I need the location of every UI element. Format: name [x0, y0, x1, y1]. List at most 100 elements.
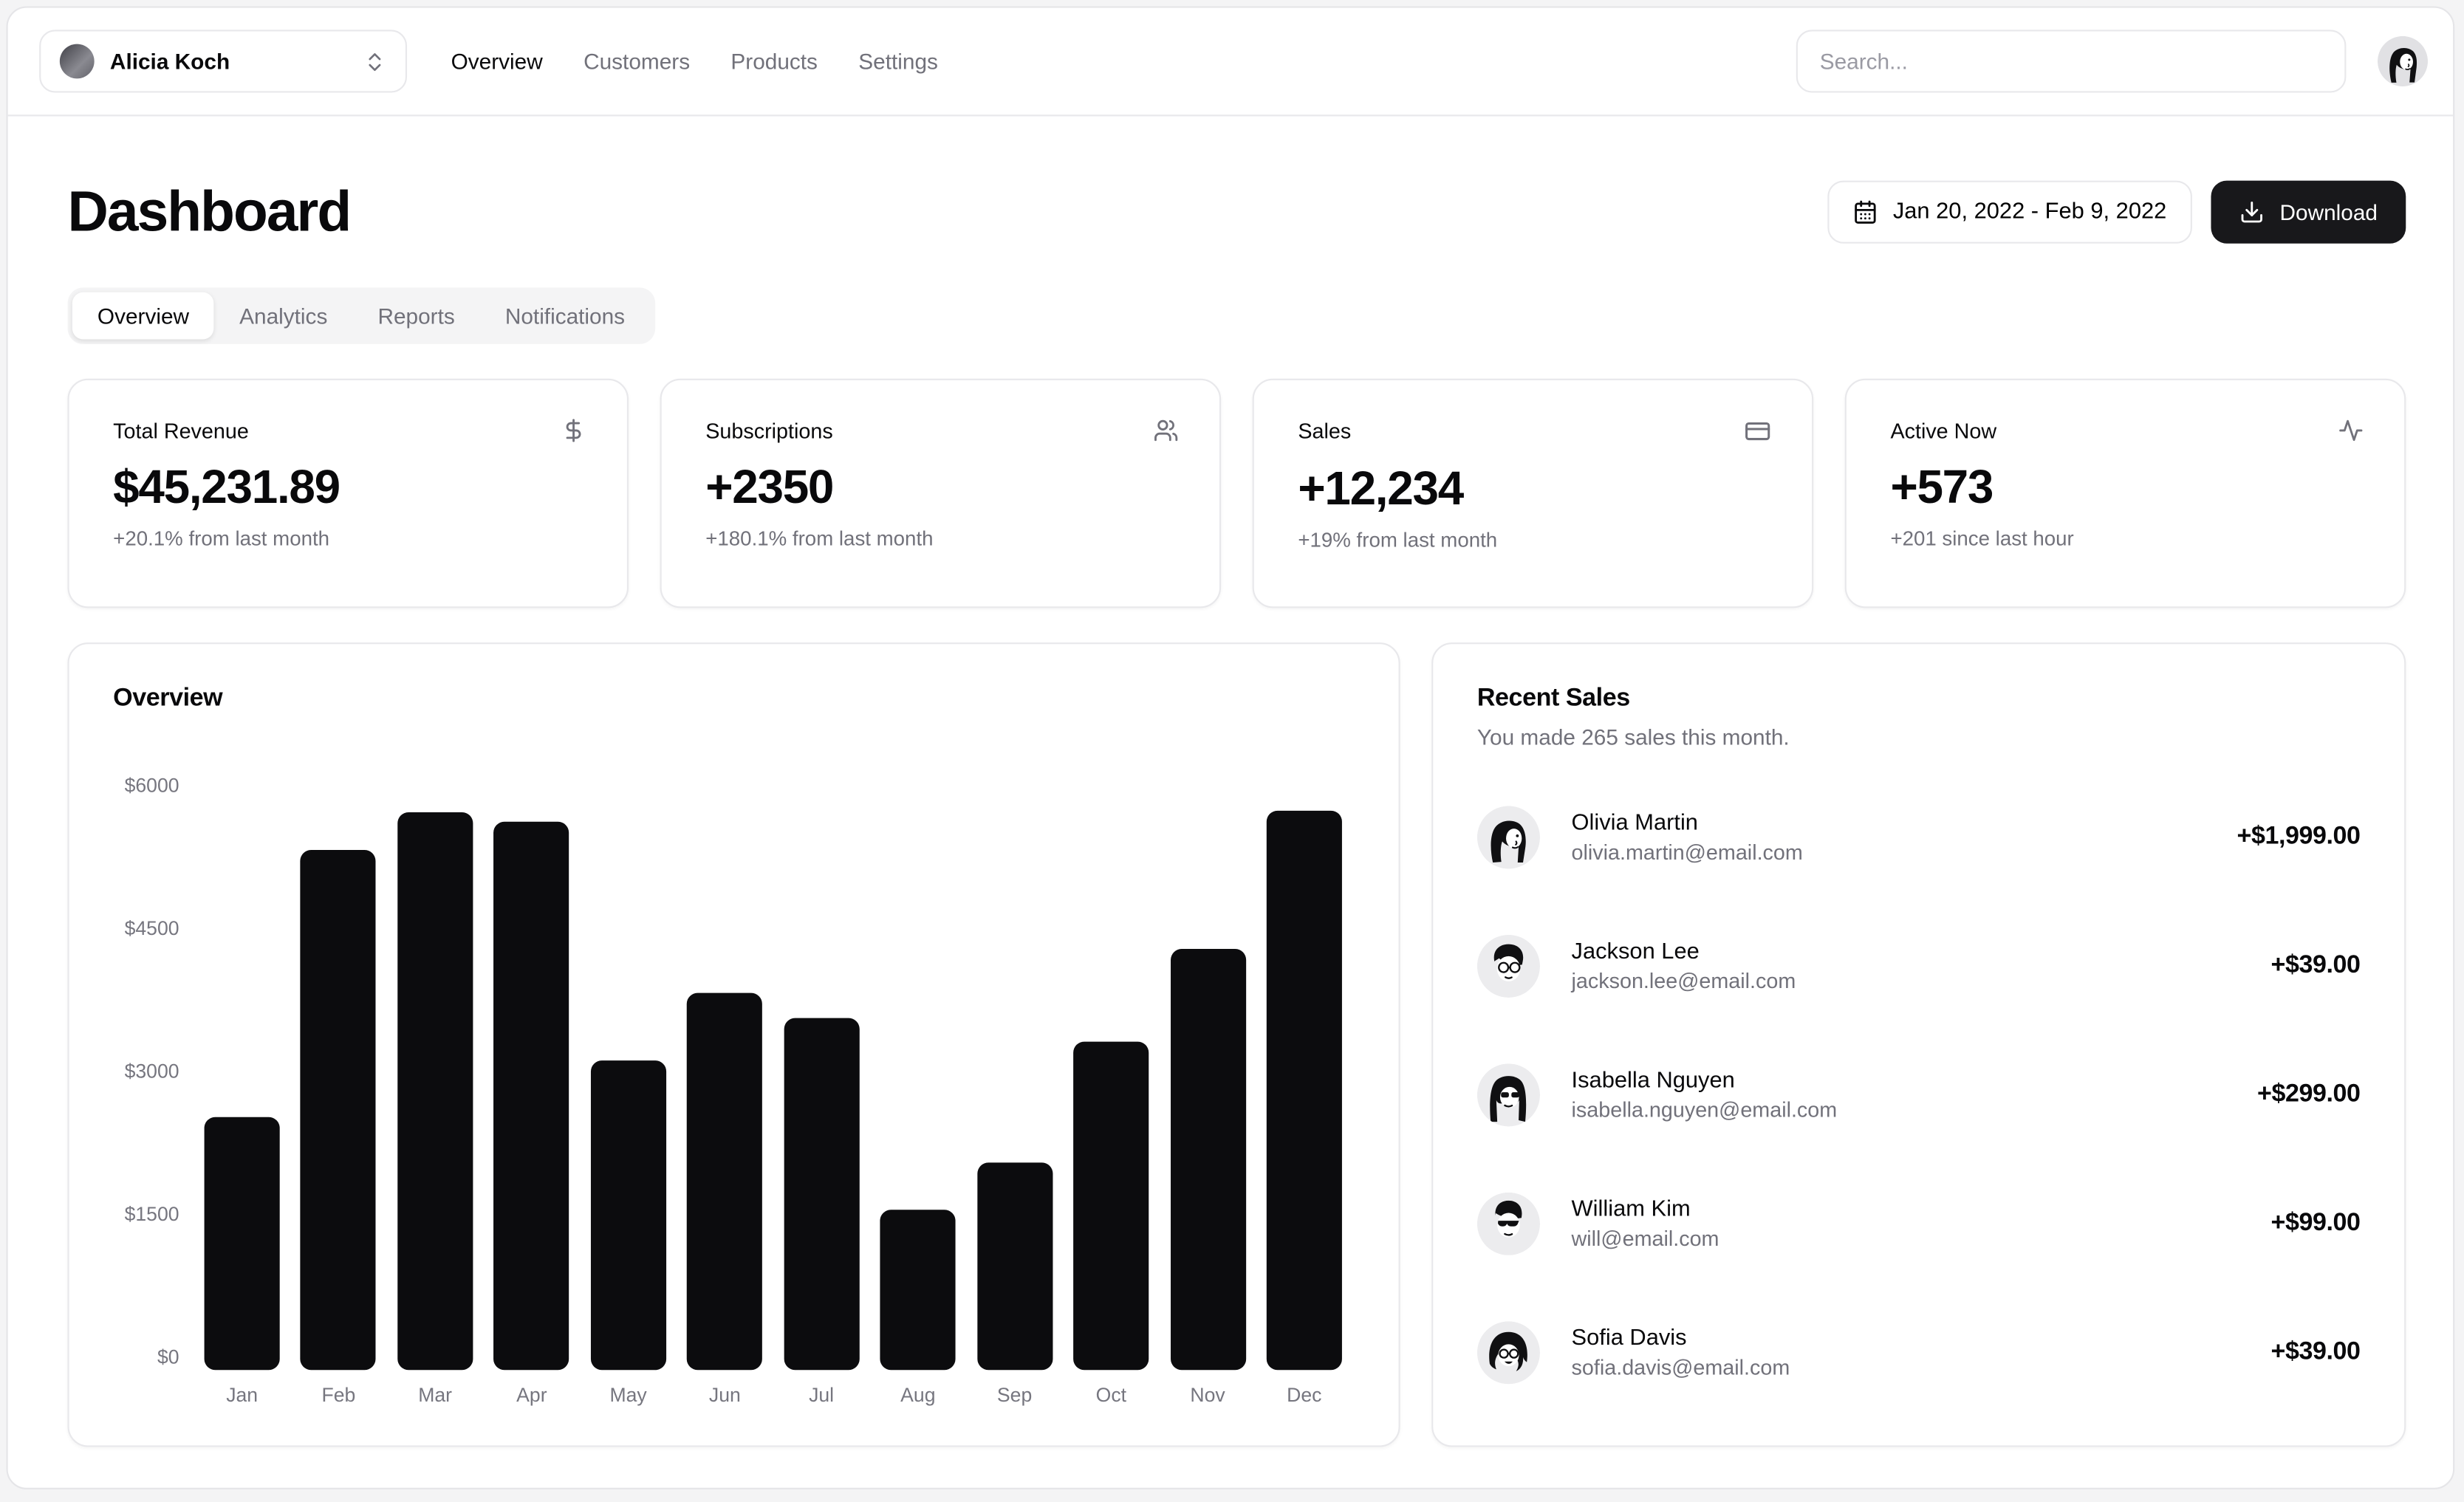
tab-overview[interactable]: Overview: [72, 292, 215, 340]
x-axis-tick-label: Aug: [900, 1384, 936, 1407]
customer-info: Olivia Martin olivia.martin@email.com: [1572, 811, 1803, 864]
isabella-avatar: [1476, 1063, 1540, 1127]
nav-link-products[interactable]: Products: [730, 48, 818, 74]
x-axis-tick-label: Dec: [1287, 1384, 1322, 1407]
customer-info: Sofia Davis sofia.davis@email.com: [1572, 1326, 1790, 1379]
stat-card: Sales +12,234 +19% from last month: [1252, 378, 1814, 608]
customer-info: William Kim will@email.com: [1572, 1197, 1719, 1250]
customer-email: jackson.lee@email.com: [1571, 969, 1796, 993]
nav-link-overview[interactable]: Overview: [451, 48, 543, 74]
chart-x-axis: Jan Feb Mar Apr May Jun Jul Aug Sep Oct Nov Dec: [188, 1384, 1358, 1406]
recent-sale-row: Sofia Davis sofia.davis@email.com +$39.0…: [1476, 1321, 2361, 1385]
stat-title: Sales: [1298, 419, 1352, 443]
jackson-avatar: [1476, 934, 1540, 998]
customer-email: sofia.davis@email.com: [1571, 1356, 1790, 1379]
stat-value: +2350: [705, 462, 834, 514]
team-name: Alicia Koch: [109, 48, 230, 74]
y-axis-tick-label: $0: [157, 1346, 179, 1369]
tab-reports[interactable]: Reports: [377, 303, 455, 329]
x-axis-tick-label: Feb: [321, 1384, 356, 1407]
customer-email: olivia.martin@email.com: [1571, 840, 1803, 865]
chart-plot-area: [188, 789, 1358, 1371]
nav-link-customers[interactable]: Customers: [584, 48, 691, 74]
stat-change: +19% from last month: [1298, 527, 1498, 552]
recent-sales-card: Recent Sales You made 265 sales this mon…: [1431, 642, 2406, 1447]
chart-bar-column: [784, 1018, 860, 1371]
customer-name: Olivia Martin: [1571, 810, 1698, 836]
stat-value: +573: [1890, 462, 1994, 514]
chart-bar-column: [301, 850, 377, 1371]
chart-bar: [204, 1117, 280, 1371]
chart-bar: [976, 1162, 1053, 1371]
bar-chart: $6000 $4500 $3000 $1500 $0: [113, 775, 1358, 1371]
chart-bar: [1266, 810, 1342, 1371]
stat-cards: Total Revenue $45,231.89 +20.1% from las…: [67, 378, 2406, 608]
activity-icon: [2338, 418, 2364, 443]
calendar-icon: [1852, 199, 1878, 224]
team-switcher[interactable]: Alicia Koch: [39, 30, 408, 93]
dollar-sign-icon: [561, 418, 586, 443]
recent-sale-row: Olivia Martin olivia.martin@email.com +$…: [1476, 806, 2361, 869]
recent-sales-title: Recent Sales: [1476, 685, 1630, 712]
x-axis-tick-label: Mar: [418, 1384, 453, 1407]
chart-title: Overview: [113, 685, 223, 712]
tab-analytics[interactable]: Analytics: [239, 303, 328, 329]
stat-title: Active Now: [1890, 418, 1997, 442]
sale-amount: +$39.00: [2270, 1338, 2361, 1365]
chart-bar: [880, 1210, 956, 1371]
stat-card: Total Revenue $45,231.89 +20.1% from las…: [67, 378, 629, 608]
customer-info: Jackson Lee jackson.lee@email.com: [1572, 939, 1796, 992]
credit-card-icon: [1745, 418, 1771, 445]
stat-value: $45,231.89: [113, 462, 340, 514]
page-header: Dashboard Jan 20, 2022 - Feb 9, 2022 Dow…: [67, 179, 2406, 245]
app-window: Alicia Koch Overview Customers Products Set…: [6, 6, 2455, 1489]
customer-name: Jackson Lee: [1571, 939, 1700, 965]
x-axis-tick-label: Nov: [1190, 1384, 1225, 1407]
stat-value: +12,234: [1298, 463, 1464, 515]
chart-bar: [301, 850, 377, 1371]
tab-notifications[interactable]: Notifications: [504, 303, 626, 329]
search-input[interactable]: [1796, 30, 2347, 93]
y-axis-tick-label: $4500: [124, 917, 179, 940]
y-axis-tick-label: $3000: [124, 1060, 179, 1083]
chart-bar-column: [397, 812, 473, 1371]
chart-bar-column: [1170, 949, 1246, 1371]
recent-sale-row: William Kim will@email.com +$99.00: [1476, 1192, 2361, 1255]
chart-bar-column: [493, 821, 569, 1371]
chart-bar: [590, 1060, 666, 1371]
stat-change: +201 since last hour: [1890, 526, 2074, 550]
x-axis-tick-label: Sep: [996, 1384, 1033, 1407]
main-nav: Overview Customers Products Settings: [451, 49, 938, 74]
chart-y-axis: $6000 $4500 $3000 $1500 $0: [113, 775, 188, 1370]
chart-bar-column: [204, 1117, 280, 1371]
sofia-avatar: [1476, 1321, 1540, 1385]
bottom-grid: Overview $6000 $4500 $3000 $1500 $0 Jan Feb Ma…: [67, 642, 2406, 1478]
stat-change: +180.1% from last month: [705, 526, 934, 550]
chart-bar: [1073, 1041, 1149, 1371]
stat-card: Subscriptions +2350 +180.1% from last mo…: [660, 378, 1222, 608]
stat-card: Active Now +573 +201 since last hour: [1844, 378, 2406, 608]
download-button[interactable]: Download: [2210, 180, 2406, 244]
recent-sales-list: Olivia Martin olivia.martin@email.com +$…: [1476, 806, 2361, 1385]
customer-email: will@email.com: [1571, 1227, 1719, 1251]
top-navigation-bar: Alicia Koch Overview Customers Products Set…: [7, 8, 2454, 117]
chart-bar-column: [1266, 810, 1342, 1371]
main-content: Dashboard Jan 20, 2022 - Feb 9, 2022 Dow…: [8, 116, 2453, 1478]
customer-info: Isabella Nguyen isabella.nguyen@email.co…: [1572, 1069, 1838, 1122]
sale-amount: +$39.00: [2270, 952, 2361, 979]
x-axis-tick-label: Jun: [708, 1384, 741, 1407]
chart-bar: [493, 821, 569, 1371]
users-icon: [1154, 418, 1179, 443]
x-axis-tick-label: Jul: [809, 1384, 835, 1407]
recent-sale-row: Isabella Nguyen isabella.nguyen@email.co…: [1476, 1063, 2361, 1127]
olivia-avatar: [1476, 806, 1540, 869]
date-range-picker[interactable]: Jan 20, 2022 - Feb 9, 2022: [1827, 180, 2192, 244]
sale-amount: +$299.00: [2257, 1080, 2361, 1108]
user-avatar[interactable]: [2377, 35, 2429, 87]
x-axis-tick-label: Jan: [226, 1384, 259, 1407]
chart-bar-column: [976, 1162, 1053, 1371]
page-title: Dashboard: [67, 179, 352, 244]
customer-name: Sofia Davis: [1571, 1326, 1687, 1351]
nav-link-settings[interactable]: Settings: [858, 48, 938, 74]
